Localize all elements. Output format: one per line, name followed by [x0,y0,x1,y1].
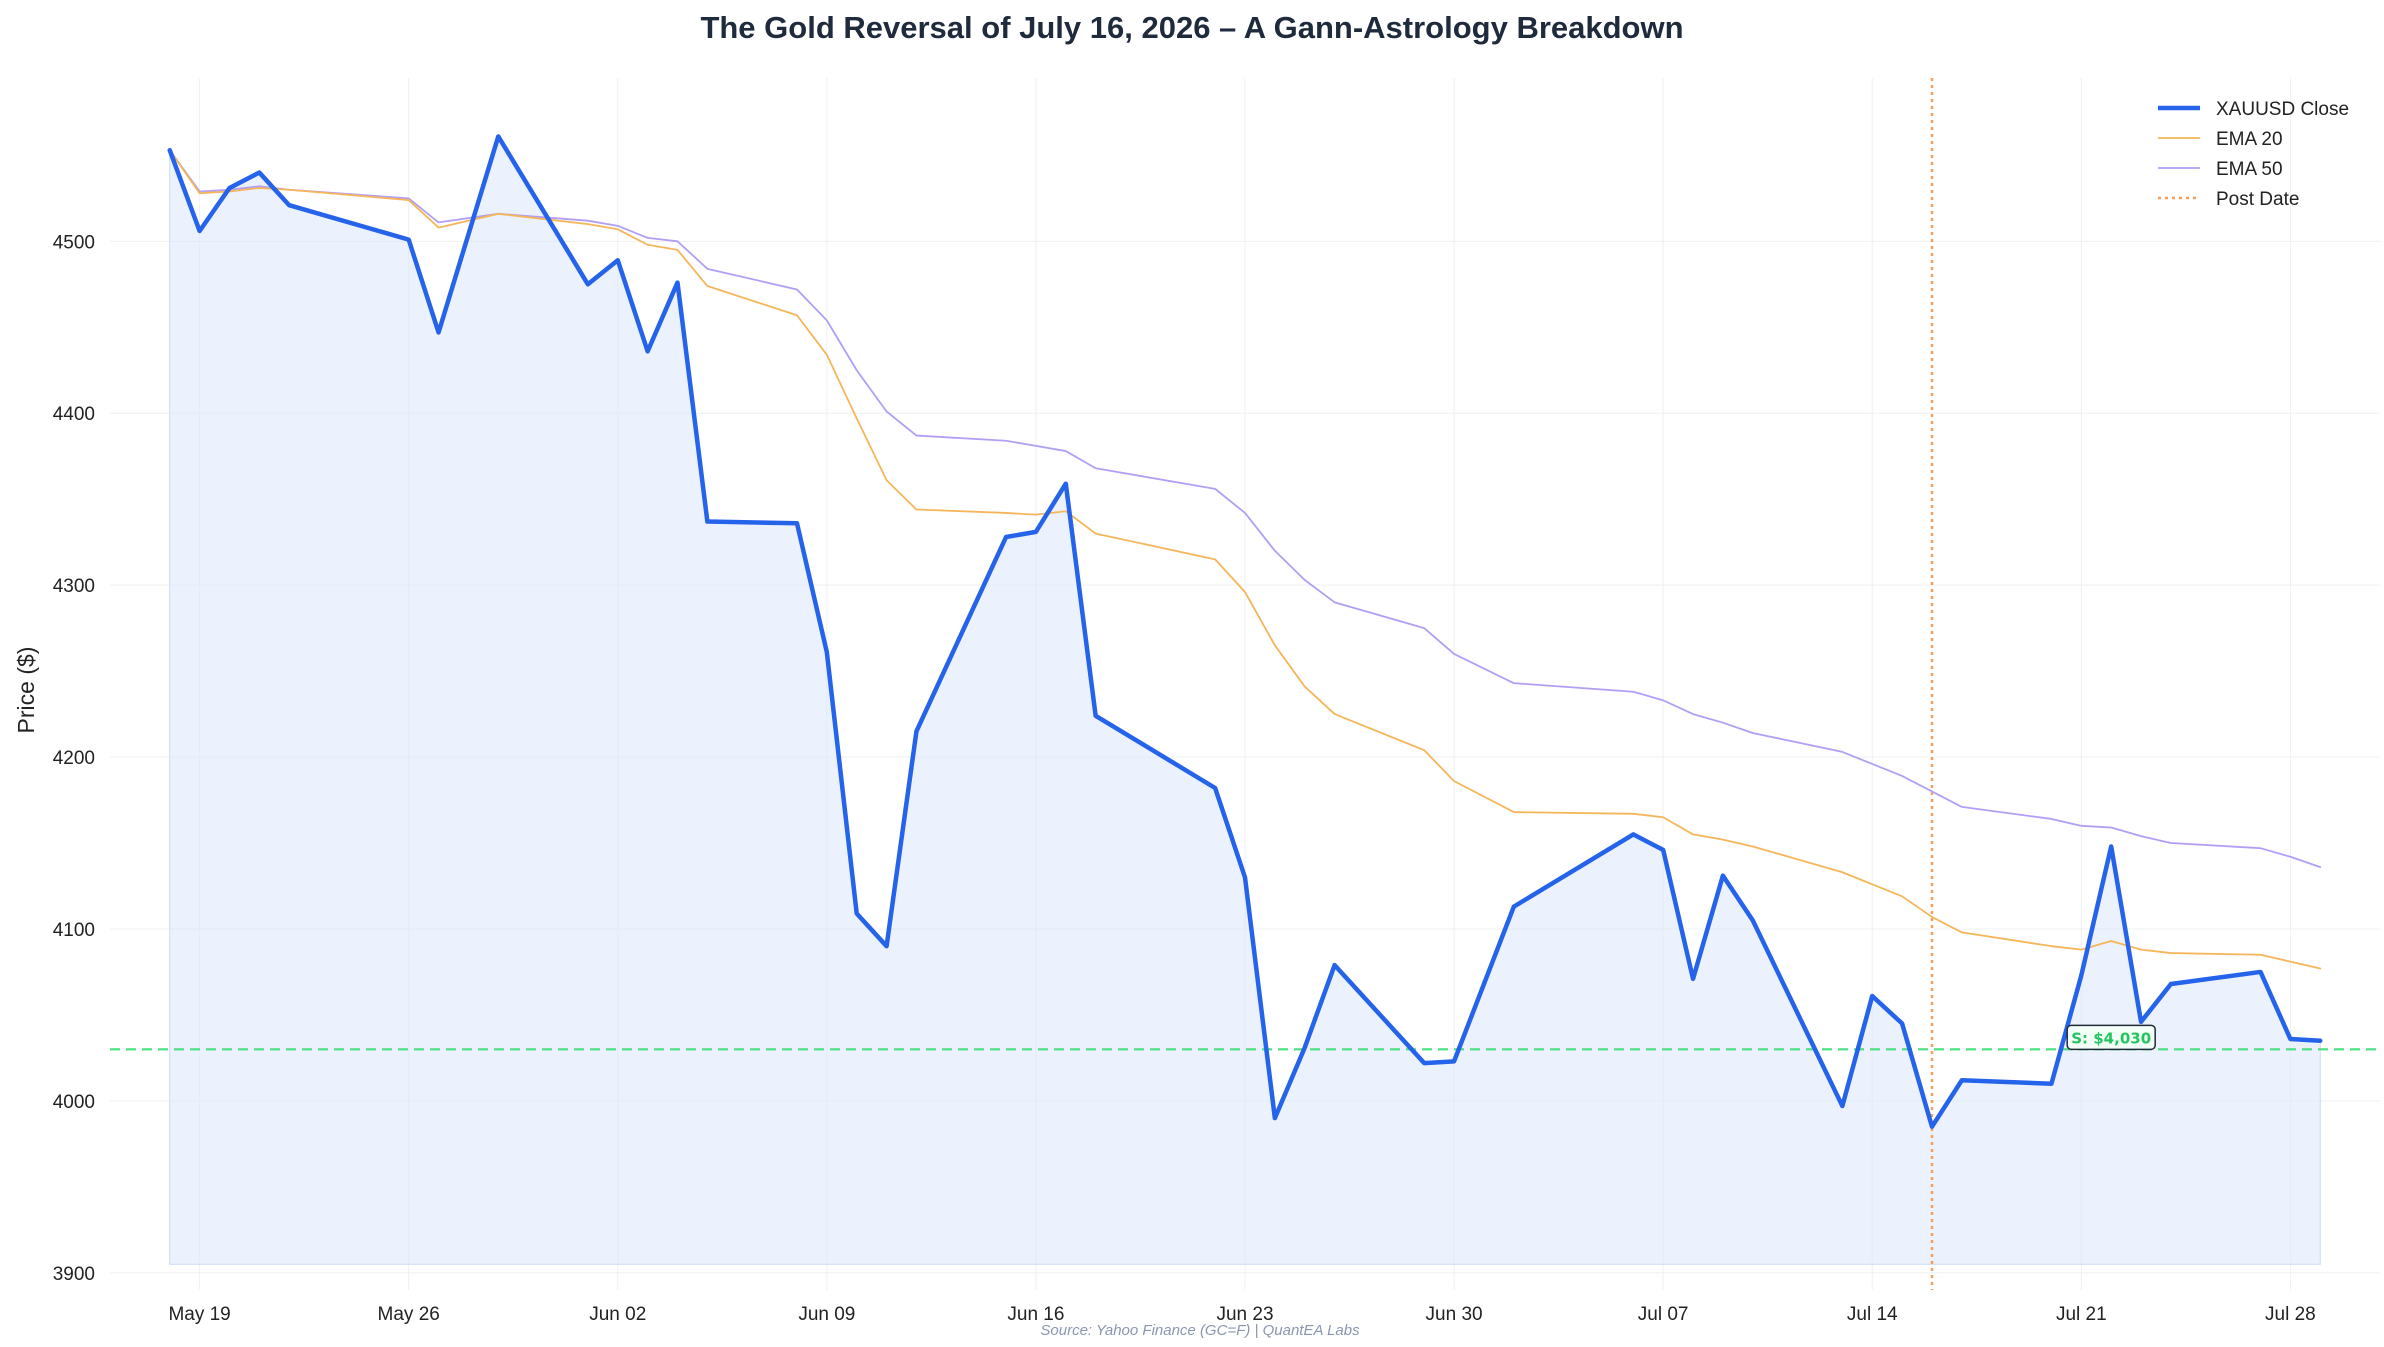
y-tick-label: 4100 [53,920,95,941]
series-lines [167,134,2323,1129]
x-tick-label: Jul 21 [2056,1304,2107,1325]
source-note: Source: Yahoo Finance (GC=F) | QuantEA L… [1040,1322,1360,1339]
x-tick-label: Jul 28 [2265,1304,2316,1325]
legend-item-post-date: Post Date [2216,189,2299,210]
y-tick-label: 4400 [53,404,95,425]
y-tick-label: 3900 [53,1264,95,1285]
legend-item-ema-50: EMA 50 [2216,159,2283,180]
y-tick-label: 4000 [53,1092,95,1113]
y-axis-label: Price ($) [13,647,39,734]
y-tick-label: 4500 [53,232,95,253]
x-tick-label: Jun 23 [1216,1304,1273,1325]
y-tick-label: 4300 [53,576,95,597]
legend: XAUUSD Close EMA 20 EMA 50 Post Date [2158,99,2349,210]
x-tick-label: Jul 07 [1638,1304,1689,1325]
x-tick-label: May 19 [168,1304,230,1325]
legend-item-ema-20: EMA 20 [2216,129,2283,150]
y-tick-label: 4200 [53,748,95,769]
support-annotation: S: $4,030 [2066,1024,2156,1051]
x-axis-ticks: May 19 May 26 Jun 02 Jun 09 Jun 16 Jun 23 Jun … [168,1304,2315,1325]
legend-item-xauusd-close: XAUUSD Close [2216,99,2349,120]
chart-title: The Gold Reversal of July 16, 2026 – A G… [700,10,1683,45]
support-label-box [2066,1024,2156,1051]
xauusd-close-line [167,134,2323,1129]
ema-50-line [168,149,2322,868]
x-tick-label: Jun 02 [589,1304,646,1325]
x-tick-label: Jun 09 [798,1304,855,1325]
ema-20-line [168,149,2322,970]
x-tick-label: Jul 14 [1847,1304,1898,1325]
x-tick-label: Jun 16 [1007,1304,1064,1325]
y-axis-ticks: 3900 4000 4100 4200 4300 4400 4500 [53,232,95,1284]
x-tick-label: May 26 [378,1304,440,1325]
support-label: S: $4,030 [2071,1029,2151,1047]
x-tick-label: Jun 30 [1426,1304,1483,1325]
